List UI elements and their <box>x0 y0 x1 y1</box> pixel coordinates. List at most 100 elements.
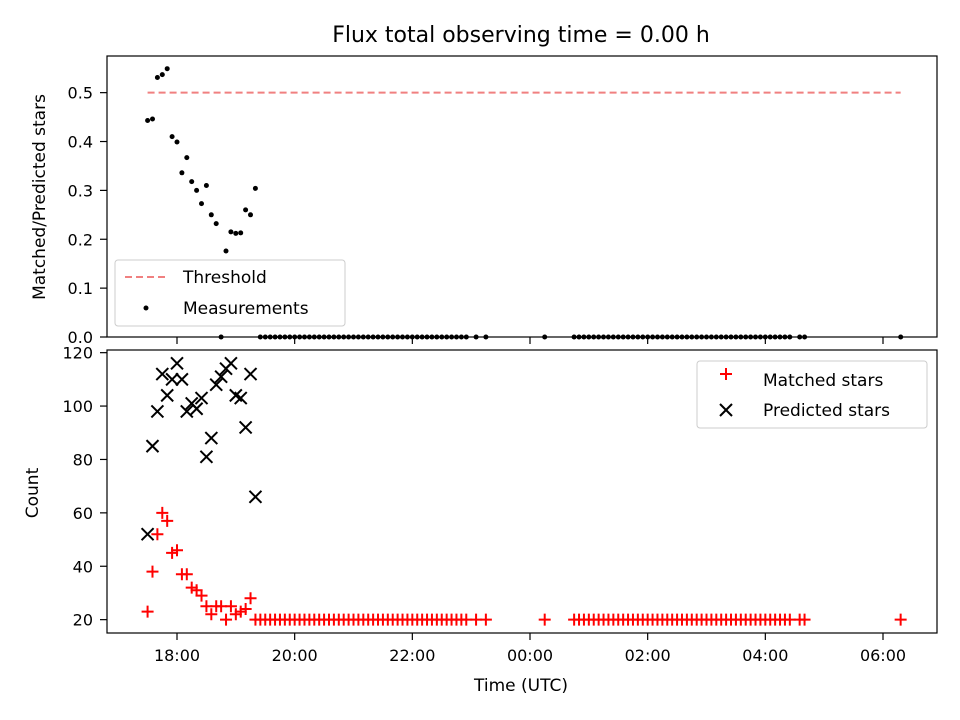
predicted-star-point <box>194 391 209 405</box>
measurement-point <box>184 155 190 161</box>
top-y-tick-label: 0.2 <box>68 230 93 249</box>
bottom-y-tick-label: 40 <box>73 557 93 576</box>
measurement-point <box>243 207 249 213</box>
predicted-star-point <box>180 404 194 419</box>
x-tick-label: 06:00 <box>860 646 906 665</box>
top-y-tick-label: 0.3 <box>68 181 93 200</box>
matched-stars-series <box>141 506 907 626</box>
measurement-point <box>228 229 234 235</box>
matched-star-point <box>146 565 159 578</box>
x-tick-label: 22:00 <box>389 646 435 665</box>
predicted-star-point <box>150 404 165 419</box>
measurement-point <box>154 75 160 80</box>
predicted-star-point <box>209 378 223 392</box>
bottom-legend-box <box>696 360 928 429</box>
measurement-point <box>248 212 253 218</box>
measurement-point <box>194 187 200 193</box>
bottom-legend: Matched stars Predicted stars <box>696 360 928 429</box>
predicted-star-point <box>140 527 155 541</box>
x-tick-label: 04:00 <box>742 646 788 665</box>
matched-star-point <box>205 608 218 621</box>
top-y-axis-label: Matched/Predicted stars <box>30 94 50 300</box>
bottom-panel: 20 40 60 80 100 120 18:00 20:00 22:00 00:00 02:00… <box>23 344 938 696</box>
x-axis-label: Time (UTC) <box>473 676 568 696</box>
predicted-star-point <box>204 431 219 445</box>
matched-star-point <box>156 506 169 519</box>
legend-predicted-swatch <box>719 403 733 417</box>
measurement-point <box>233 230 239 236</box>
top-y-tick-label: 0.5 <box>68 84 93 103</box>
predicted-star-point <box>248 490 263 504</box>
measurement-point <box>145 118 151 123</box>
bottom-y-tick-label: 100 <box>62 397 93 416</box>
x-tick-label: 18:00 <box>154 646 200 665</box>
measurement-point <box>164 66 170 72</box>
matched-star-point <box>151 528 164 541</box>
measurement-point <box>223 248 229 254</box>
matched-star-point <box>239 602 252 615</box>
chart-title: Flux total observing time = 0.00 h <box>332 23 710 48</box>
top-y-tick-label: 0.4 <box>68 133 93 152</box>
top-legend: Threshold Measurements <box>114 259 346 327</box>
matched-star-point <box>244 592 257 605</box>
measurement-point <box>203 183 209 188</box>
legend-predicted-label: Predicted stars <box>763 401 890 421</box>
matched-star-point <box>171 544 183 557</box>
measurement-point <box>189 179 195 185</box>
matched-star-point <box>538 613 551 626</box>
matched-star-point <box>141 605 154 618</box>
legend-measurements-swatch <box>143 305 149 311</box>
top-panel: 0.0 0.1 0.2 0.3 0.4 0.5 Matched/Predicted sta… <box>30 55 938 347</box>
measurement-point <box>208 212 214 218</box>
bottom-plot-frame <box>106 349 938 634</box>
predicted-star-point <box>155 367 169 381</box>
legend-matched-swatch <box>720 368 732 380</box>
predicted-star-point <box>238 420 253 435</box>
matched-star-point <box>180 568 193 581</box>
measurement-point <box>174 139 180 145</box>
predicted-star-point <box>145 439 160 453</box>
top-legend-box <box>114 259 346 327</box>
measurement-point <box>199 201 204 207</box>
predicted-star-point <box>214 369 228 384</box>
top-y-tick-label: 0.1 <box>68 279 93 298</box>
bottom-y-tick-label: 20 <box>73 611 93 630</box>
x-tick-label: 00:00 <box>507 646 553 665</box>
measurement-point <box>169 134 175 140</box>
measurement-point <box>213 221 219 227</box>
matched-star-point <box>195 589 208 602</box>
legend-threshold-label: Threshold <box>182 268 267 288</box>
matched-star-point <box>220 613 233 626</box>
matched-star-point <box>224 600 237 613</box>
bottom-y-tick-label: 80 <box>73 450 93 469</box>
top-y-tick-label: 0.0 <box>68 328 93 347</box>
predicted-star-point <box>234 391 248 405</box>
measurement-point <box>159 72 165 78</box>
predicted-star-point <box>189 402 204 416</box>
bottom-y-tick-label: 120 <box>62 344 93 363</box>
matched-star-point <box>479 613 492 626</box>
measurement-point <box>179 170 185 176</box>
legend-matched-label: Matched stars <box>763 371 883 391</box>
predicted-star-point <box>175 372 189 387</box>
bottom-y-tick-label: 60 <box>73 504 93 523</box>
measurement-point <box>150 116 155 122</box>
predicted-stars-series <box>140 356 263 541</box>
matched-star-point <box>894 613 907 626</box>
measurement-point <box>238 230 244 236</box>
x-tick-label: 20:00 <box>272 646 318 665</box>
matched-star-point <box>798 613 811 626</box>
matched-star-point <box>161 514 174 527</box>
predicted-star-point <box>224 356 238 371</box>
legend-measurements-label: Measurements <box>183 299 309 319</box>
bottom-y-axis-label: Count <box>23 467 43 518</box>
measurement-point <box>252 185 258 191</box>
predicted-star-point <box>160 388 174 403</box>
x-tick-label: 02:00 <box>625 646 671 665</box>
predicted-star-point <box>199 450 214 464</box>
predicted-star-point <box>170 356 184 371</box>
top-plot-frame <box>106 55 938 338</box>
predicted-star-point <box>243 367 258 381</box>
predicted-star-point <box>165 372 179 387</box>
